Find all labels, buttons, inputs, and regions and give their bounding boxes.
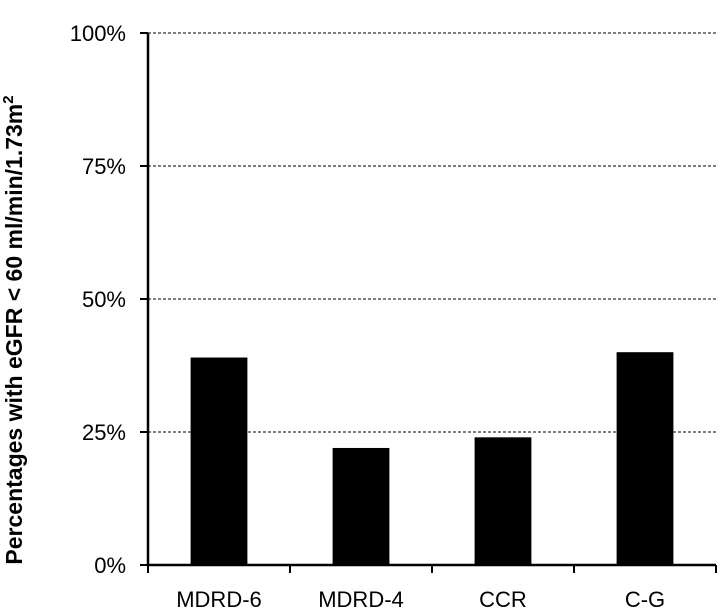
x-tick-labels: MDRD-6 MDRD-4 CCR C-G [176, 587, 665, 612]
x-tick-label: MDRD-4 [318, 587, 404, 612]
bars [190, 352, 674, 565]
x-tick-label: CCR [479, 587, 527, 612]
y-tick-labels: 0% 25% 50% 75% 100% [70, 21, 126, 578]
x-tick-label: C-G [625, 587, 665, 612]
bar-c-g [616, 352, 674, 565]
x-tick-label: MDRD-6 [176, 587, 262, 612]
y-tick-label: 25% [82, 420, 126, 445]
bar-ccr [474, 437, 532, 565]
y-tick-label: 50% [82, 287, 126, 312]
y-tick-label: 100% [70, 21, 126, 46]
axes [140, 32, 717, 573]
y-tick-label: 75% [82, 154, 126, 179]
bar-mdrd-4 [332, 447, 390, 565]
bar-mdrd-6 [190, 357, 248, 565]
y-axis-label: Percentages with eGFR < 60 ml/min/1.73m2 [0, 95, 27, 564]
y-tick-label: 0% [94, 553, 126, 578]
